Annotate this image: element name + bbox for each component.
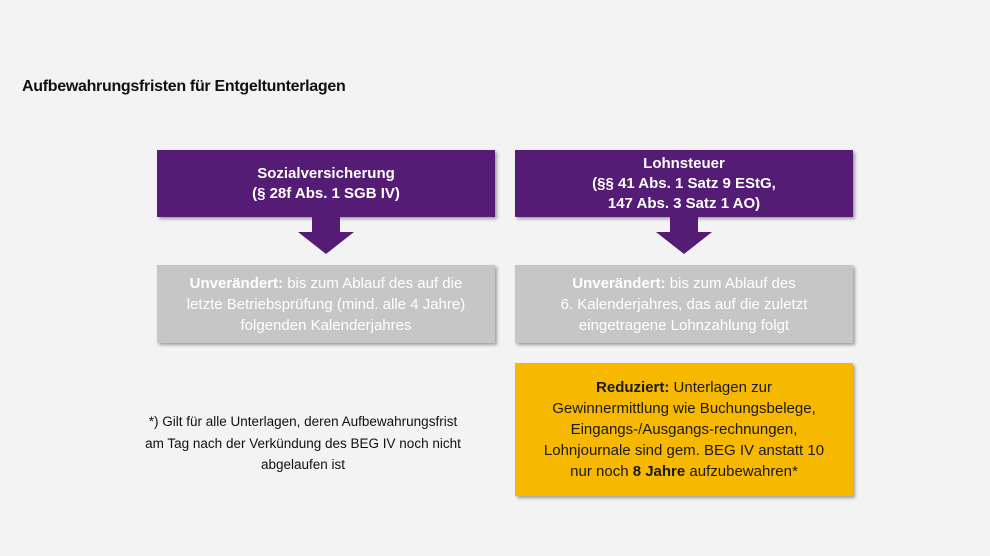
status-label: Unverändert: [572,274,666,292]
rule-text: aufzubewahren* [685,463,798,480]
rule-text: bis zum Ablauf des [665,274,796,292]
rule-lohnsteuer: Unverändert: bis zum Ablauf des 6. Kalen… [515,265,853,343]
rule-text: Unterlagen zur [669,379,772,396]
rule-text: eingetragene Lohnzahlung folgt [578,316,790,334]
rule-text: Lohnjournale sind gem. BEG IV anstatt 10 [543,442,825,459]
rule-sozialversicherung: Unverändert: bis zum Ablauf des auf die … [157,265,495,343]
rule-text: Gewinnermittlung wie Buchungsbelege, [552,400,816,417]
header-line: (§ 28f Abs. 1 SGB IV) [252,184,400,202]
footnote-line: *) Gilt für alle Unterlagen, deren Aufbe… [148,414,458,429]
rule-text: Eingangs-/Ausgangs-rechnungen, [570,421,798,438]
rule-text: folgenden Kalenderjahres [240,316,412,334]
footnote: *) Gilt für alle Unterlagen, deren Aufbe… [120,411,486,476]
header-lohnsteuer: Lohnsteuer (§§ 41 Abs. 1 Satz 9 EStG, 14… [515,150,853,217]
status-label: Reduziert: [596,379,670,396]
rule-text: nur noch [570,463,633,480]
header-line: (§§ 41 Abs. 1 Satz 9 EStG, [592,174,776,192]
header-line: Sozialversicherung [257,164,395,182]
rule-text: 6. Kalenderjahres, das auf die zuletzt [560,295,808,313]
footnote-line: abgelaufen ist [260,457,346,472]
arrow-down-icon [656,217,712,254]
highlight-years: 8 Jahre [632,463,686,480]
footnote-line: am Tag nach der Verkündung des BEG IV no… [145,435,461,451]
header-line: 147 Abs. 3 Satz 1 AO) [607,194,761,212]
page-title: Aufbewahrungsfristen für Entgeltunterlag… [22,78,346,95]
header-line: Lohnsteuer [643,154,725,172]
header-sozialversicherung: Sozialversicherung (§ 28f Abs. 1 SGB IV) [157,150,495,217]
rule-text: bis zum Ablauf des auf die [283,274,463,292]
rule-text: letzte Betriebsprüfung (mind. alle 4 Jah… [186,295,466,313]
status-label: Unverändert: [189,274,284,292]
arrow-down-icon [298,217,354,254]
rule-reduziert: Reduziert: Unterlagen zur Gewinnermittlu… [515,363,853,496]
